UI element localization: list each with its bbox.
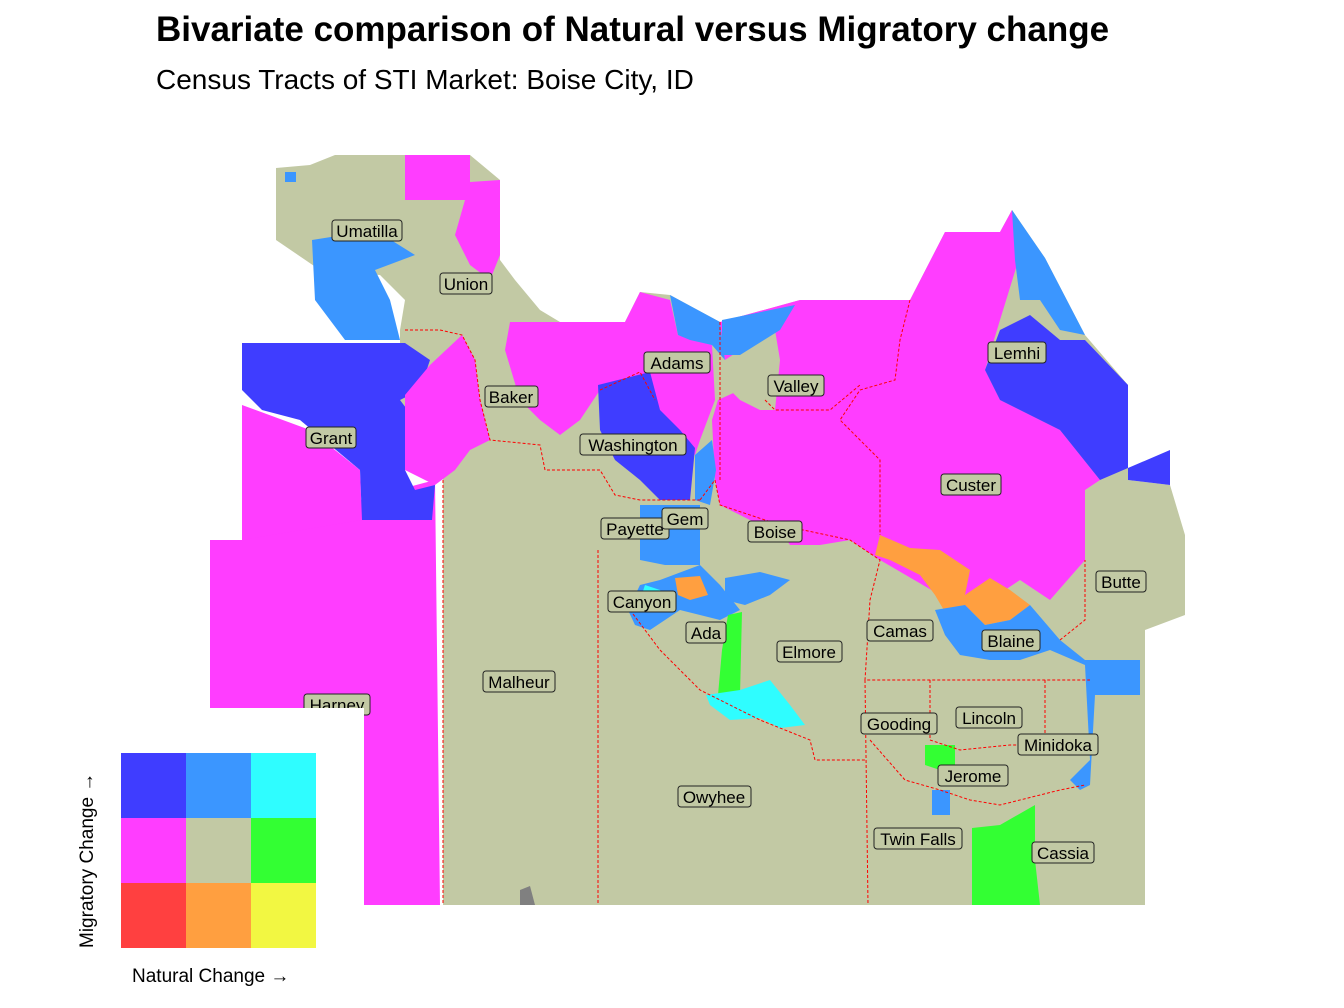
label-boise: Boise	[747, 520, 803, 543]
label-lincoln-text: Lincoln	[962, 709, 1016, 728]
label-grant-text: Grant	[310, 429, 353, 448]
map-subtitle: Census Tracts of STI Market: Boise City,…	[156, 64, 694, 95]
map-regions	[210, 155, 1185, 905]
label-custer: Custer	[940, 473, 1002, 496]
region-blue-umatilla-dot	[285, 172, 296, 182]
label-camas-text: Camas	[873, 622, 927, 641]
label-jerome: Jerome	[937, 764, 1009, 787]
legend-cell-mid-mig-high-nat	[251, 818, 316, 883]
label-butte: Butte	[1095, 570, 1147, 593]
label-gem-text: Gem	[667, 510, 704, 529]
label-lemhi-text: Lemhi	[994, 344, 1040, 363]
label-owyhee-text: Owyhee	[683, 788, 745, 807]
label-adams-text: Adams	[651, 354, 704, 373]
region-blue-boise	[725, 572, 790, 605]
label-umatilla-text: Umatilla	[336, 222, 398, 241]
label-gooding-text: Gooding	[867, 715, 931, 734]
map-title: Bivariate comparison of Natural versus M…	[156, 10, 1110, 49]
label-lincoln: Lincoln	[955, 706, 1023, 729]
region-magenta-baker	[405, 335, 490, 485]
label-baker: Baker	[484, 385, 539, 408]
label-owyhee: Owyhee	[677, 785, 752, 808]
legend-cell-low-mig-mid-nat	[186, 883, 251, 948]
label-washington-text: Washington	[588, 436, 677, 455]
label-valley: Valley	[767, 374, 825, 397]
label-payette: Payette	[600, 517, 670, 540]
label-malheur-text: Malheur	[488, 673, 550, 692]
legend-cell-high-mig-high-nat	[251, 753, 316, 818]
label-twin-falls-text: Twin Falls	[880, 830, 956, 849]
region-magenta-valley-custer	[712, 210, 1100, 620]
label-elmore: Elmore	[776, 640, 843, 663]
label-umatilla: Umatilla	[331, 219, 403, 242]
legend-y-label: Migratory Change →	[77, 772, 98, 948]
label-custer-text: Custer	[946, 476, 996, 495]
region-green-ada	[718, 612, 742, 695]
region-orange-ada	[675, 576, 708, 600]
label-blaine: Blaine	[981, 629, 1041, 652]
label-elmore-text: Elmore	[782, 643, 836, 662]
region-blue-twinfalls-dot	[932, 790, 950, 815]
label-boise-text: Boise	[754, 523, 797, 542]
legend-x-label: Natural Change →	[132, 966, 290, 987]
label-canyon: Canyon	[607, 590, 677, 613]
region-green-cassia	[972, 805, 1040, 905]
label-minidoka: Minidoka	[1017, 733, 1099, 756]
region-grey-owyhee	[520, 886, 535, 905]
region-blue-valley	[722, 305, 795, 355]
label-twin-falls: Twin Falls	[873, 827, 963, 850]
region-cyan-ada-south	[706, 680, 805, 728]
legend-cell-low-mig-low-nat	[121, 883, 186, 948]
region-beige-valley	[725, 330, 780, 410]
label-washington: Washington	[579, 433, 687, 456]
label-union-text: Union	[444, 275, 488, 294]
label-cassia: Cassia	[1031, 841, 1095, 864]
label-ada: Ada	[685, 621, 727, 644]
legend-cell-mid-mig-low-nat	[121, 818, 186, 883]
label-minidoka-text: Minidoka	[1024, 736, 1093, 755]
region-blue-gem-east	[695, 440, 716, 505]
label-union: Union	[439, 272, 493, 295]
label-jerome-text: Jerome	[945, 767, 1002, 786]
label-gooding: Gooding	[860, 712, 938, 735]
region-green-jerome	[925, 745, 955, 770]
county-labels: Umatilla Union Baker Grant Adams Valley …	[303, 219, 1147, 864]
label-grant: Grant	[305, 426, 357, 449]
legend-cell-low-mig-high-nat	[251, 883, 316, 948]
legend-cell-high-mig-low-nat	[121, 753, 186, 818]
label-cassia-text: Cassia	[1037, 844, 1090, 863]
county-boundaries	[405, 299, 1090, 906]
label-valley-text: Valley	[773, 377, 819, 396]
label-adams: Adams	[643, 351, 711, 374]
legend-cell-high-mig-mid-nat	[186, 753, 251, 818]
bivariate-legend	[121, 753, 316, 948]
label-blaine-text: Blaine	[987, 632, 1034, 651]
label-canyon-text: Canyon	[613, 593, 672, 612]
region-magenta-union	[405, 155, 500, 280]
region-magenta-grant	[242, 405, 362, 540]
label-lemhi: Lemhi	[987, 341, 1047, 364]
region-blue-lemhi-edge	[1012, 210, 1085, 335]
region-blue-adams	[670, 295, 725, 360]
legend-cell-mid-mig-mid-nat	[186, 818, 251, 883]
label-gem: Gem	[661, 507, 709, 530]
region-blue-umatilla	[312, 230, 415, 340]
label-malheur: Malheur	[482, 670, 556, 693]
label-butte-text: Butte	[1101, 573, 1141, 592]
region-orange-blaine	[875, 535, 1030, 625]
label-camas: Camas	[866, 619, 934, 642]
label-baker-text: Baker	[489, 388, 534, 407]
label-ada-text: Ada	[691, 624, 722, 643]
label-payette-text: Payette	[606, 520, 664, 539]
